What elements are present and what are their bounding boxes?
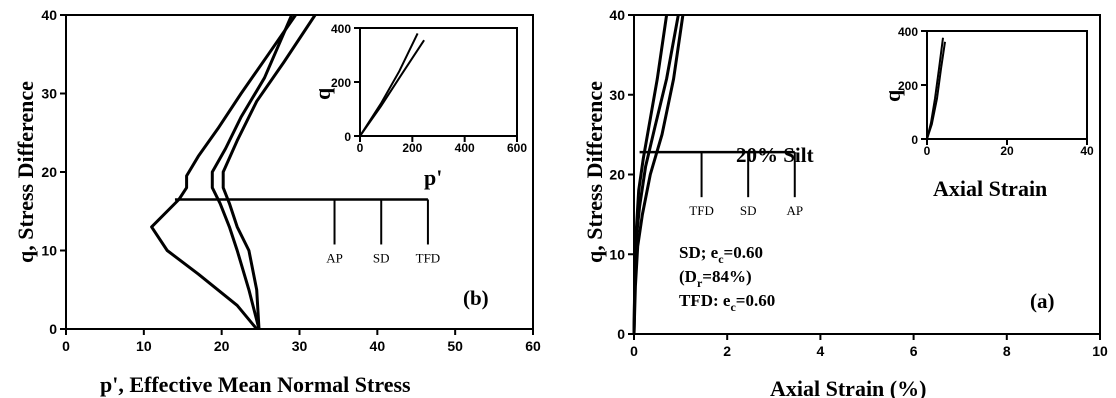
panel-a-legend-label: TFD <box>689 203 714 218</box>
panel-b-inset: 0 200 400 600 0 200 400 p' q <box>310 22 527 190</box>
panel-b-curves <box>150 14 317 330</box>
panel-b-inset-y-tick-label: 0 <box>344 130 351 144</box>
panel-a-x-axis-label: Axial Strain (%) <box>770 376 926 398</box>
panel-a-y-tick-label: 20 <box>609 167 625 183</box>
panel-b-x-axis-label: p', Effective Mean Normal Stress <box>100 372 411 397</box>
panel-a-title: 20% Silt <box>736 143 814 167</box>
panel-b-x-tick-label: 30 <box>292 338 308 354</box>
panel-b-inset-x-tick-label: 600 <box>507 141 527 155</box>
panel-b-label: (b) <box>463 286 489 310</box>
panel-b-inset-x-tick-label: 200 <box>402 141 422 155</box>
panel-b-inset-curves <box>359 32 425 137</box>
panel-b-y-tick-label: 20 <box>41 164 57 180</box>
panel-b-x-tick-label: 10 <box>136 338 152 354</box>
panel-b-inset-ticks: 0 200 400 600 0 200 400 <box>331 22 527 155</box>
panel-a-y-tick-label: 40 <box>609 7 625 23</box>
panel-b-inset-series-2 <box>359 39 425 137</box>
panel-a-inset-y-tick-label: 0 <box>911 133 918 147</box>
panel-a-x-tick-label: 4 <box>817 343 825 359</box>
panel-a-ticks: 0 2 4 6 8 10 0 10 20 30 40 <box>609 7 1108 359</box>
panel-a-x-tick-label: 10 <box>1092 343 1108 359</box>
panel-b-inset-y-label: q <box>310 87 335 100</box>
panel-a-y-tick-label: 30 <box>609 87 625 103</box>
panel-b-inset-y-tick-label: 200 <box>331 76 351 90</box>
panel-b-x-tick-label: 40 <box>370 338 386 354</box>
panel-b-inset-x-tick-label: 400 <box>455 141 475 155</box>
panel-b-x-tick-label: 20 <box>214 338 230 354</box>
panel-b-x-tick-label: 0 <box>62 338 70 354</box>
panel-a-x-tick-label: 8 <box>1003 343 1011 359</box>
panel-b-x-tick-label: 50 <box>447 338 463 354</box>
panel-b-x-tick-label: 60 <box>525 338 541 354</box>
panel-a-x-tick-label: 2 <box>723 343 731 359</box>
panel-a-inset-series-2 <box>926 41 946 140</box>
panel-a-y-tick-label: 0 <box>617 326 625 342</box>
panel-a-legend-label: SD <box>740 203 757 218</box>
panel-a-inset-y-label: q <box>880 89 905 102</box>
panel-a-legend-label: AP <box>786 203 803 218</box>
panel-a-annotation-1: SD; ec=0.60 <box>679 243 763 266</box>
panel-a-legend: TFD SD AP <box>639 150 803 218</box>
panel-a-inset-x-tick-label: 0 <box>924 144 931 158</box>
panel-b-y-tick-label: 0 <box>49 321 57 337</box>
panel-b-inset-x-label: p' <box>424 165 442 190</box>
panel-a-series-3 <box>632 14 685 335</box>
panel-b-inset-x-tick-label: 0 <box>357 141 364 155</box>
panel-a-curves <box>632 14 685 335</box>
panel-b-inset-y-tick-label: 400 <box>331 22 351 36</box>
panel-b-series-1 <box>150 14 297 330</box>
panel-b-legend-label: AP <box>326 250 343 265</box>
panel-a-x-tick-label: 6 <box>910 343 918 359</box>
panel-a-y-tick-label: 10 <box>609 246 625 262</box>
panel-a-y-axis-label: q, Stress Difference <box>582 81 607 263</box>
panel-a: 0 2 4 6 8 10 0 10 20 30 40 TFD SD AP Axial Strain (%… <box>582 7 1108 398</box>
panel-b-inset-frame <box>359 27 518 137</box>
panel-b-y-tick-label: 10 <box>41 243 57 259</box>
panel-a-annotation-2: (Dr=84%) <box>679 267 752 290</box>
panel-a-inset-curves <box>926 37 946 140</box>
panel-a-inset-y-tick-label: 400 <box>898 25 918 39</box>
panel-b-legend-label: SD <box>373 250 390 265</box>
panel-a-label: (a) <box>1030 289 1055 313</box>
panel-a-inset-x-tick-label: 40 <box>1080 144 1094 158</box>
panel-b-y-tick-label: 30 <box>41 86 57 102</box>
panel-a-inset-y-tick-label: 200 <box>898 79 918 93</box>
panel-b-series-3 <box>221 14 317 330</box>
panel-a-inset-x-tick-label: 20 <box>1000 144 1014 158</box>
panel-b-legend: AP SD TFD <box>174 198 441 265</box>
panel-b-series-2 <box>210 14 294 330</box>
panel-a-x-tick-label: 0 <box>630 343 638 359</box>
panel-a-inset-x-label: Axial Strain <box>933 176 1047 201</box>
panel-b-legend-label: TFD <box>416 250 441 265</box>
panel-a-inset-frame <box>926 30 1088 140</box>
panel-b-y-tick-label: 40 <box>41 7 57 23</box>
panel-b-y-axis-label: q, Stress Difference <box>13 81 38 263</box>
panel-a-annotation-3: TFD: ec=0.60 <box>679 291 775 314</box>
